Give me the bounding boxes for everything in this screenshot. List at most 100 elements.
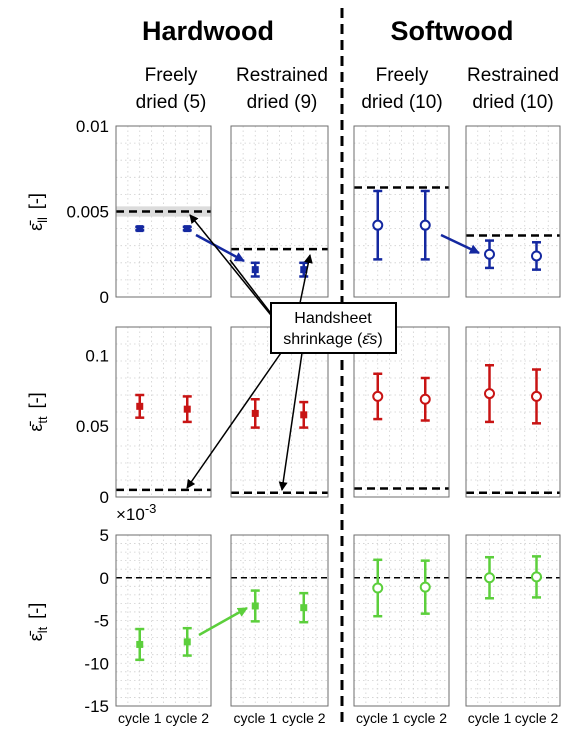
callout-line2-text: shrinkage ( (283, 331, 363, 348)
transition-arrow-green (198, 606, 248, 637)
svg-text:ε̄lt [-]: ε̄lt [-] (26, 603, 50, 642)
x-tick-label: cycle 1 (233, 710, 277, 726)
panel-frame (353, 534, 450, 707)
data-point (300, 604, 308, 612)
panel: -15 -10 -5 0 5 cycle 1 cycle 2 (84, 526, 212, 726)
panel-frame (115, 125, 212, 298)
svg-text:ε̄ll [-]: ε̄ll [-] (26, 193, 50, 231)
column-title-line2: dried (9) (247, 92, 318, 113)
y-tick-label: -15 (84, 697, 109, 716)
transition-arrow-blue (195, 233, 245, 263)
data-point (419, 393, 431, 405)
panel (230, 125, 329, 298)
y-tick-label: 0.1 (85, 346, 109, 365)
data-point (183, 405, 191, 413)
callout-line2-end: ) (377, 331, 382, 348)
transition-arrows (195, 233, 480, 637)
ylabel-unit: [-] (26, 392, 46, 408)
data-point (531, 571, 542, 583)
panel-frame (230, 125, 329, 298)
column-title-line1: Restrained (236, 65, 328, 86)
data-point (484, 572, 495, 584)
panel-frame (353, 125, 450, 298)
svg-text:ε̄tt [-]: ε̄tt [-] (26, 392, 50, 431)
panel (353, 125, 450, 298)
data-point (484, 248, 495, 260)
data-point (183, 225, 191, 233)
callout-arrow (229, 259, 277, 321)
x-tick-label: cycle 2 (515, 710, 559, 726)
group-title-softwood: Softwood (391, 16, 514, 46)
ylabel-row-1: ε̄ll [-] (26, 193, 50, 231)
callout-arrow (186, 349, 284, 489)
data-point (484, 388, 495, 400)
data-point (419, 219, 431, 231)
data-point (136, 225, 144, 233)
data-point (300, 266, 308, 274)
panel (353, 326, 450, 498)
callout-line2: shrinkage (ε̄s) (283, 331, 383, 348)
x-tick-label: cycle 2 (403, 710, 447, 726)
panel-frame (115, 534, 212, 707)
panel-frame (465, 125, 561, 298)
column-title-line2: dried (10) (472, 92, 553, 113)
ylabel-main: ε̄ (26, 630, 46, 641)
x-tick-label: cycle 1 (356, 710, 400, 726)
data-point (251, 409, 259, 417)
callout-symbol: ε̄s (362, 331, 377, 348)
data-point (251, 266, 259, 274)
panel-frame (353, 326, 450, 498)
panel: 0 0.005 0.01 (66, 117, 212, 307)
panel-frame (115, 326, 212, 498)
ylabel-main: ε̄ (26, 220, 46, 231)
data-point (300, 411, 308, 419)
column-title-line1: Restrained (467, 65, 559, 86)
data-point (136, 640, 144, 648)
y-tick-label: 5 (100, 526, 109, 545)
data-point (531, 250, 542, 262)
callout-line1: Handsheet (294, 310, 372, 327)
data-point (372, 219, 384, 231)
panel-frame (465, 534, 561, 707)
shrinkage-band (116, 206, 211, 217)
scale-factor-base: ×10 (116, 505, 145, 524)
scale-factor-label: ×10-3 (116, 501, 156, 524)
column-title-line2: dried (10) (361, 92, 442, 113)
data-point (136, 402, 144, 410)
data-point (251, 602, 259, 610)
ylabel-main: ε̄ (26, 421, 46, 432)
x-tick-label: cycle 1 (118, 710, 162, 726)
handsheet-shrinkage-callout: Handsheet shrinkage (ε̄s) (270, 302, 397, 354)
panel-frame (465, 326, 561, 498)
transition-arrow-blue (440, 233, 480, 255)
y-tick-label: -10 (84, 654, 109, 673)
x-tick-label: cycle 2 (282, 710, 326, 726)
x-tick-label: cycle 2 (165, 710, 209, 726)
panel-frame (230, 534, 329, 707)
data-point (419, 581, 431, 593)
y-tick-label: 0.05 (76, 417, 109, 436)
data-point (372, 390, 384, 402)
ylabel-row-3: ε̄lt [-] (26, 603, 50, 642)
callout-arrow (189, 214, 284, 331)
ylabel-row-2: ε̄tt [-] (26, 392, 50, 431)
ylabel-sub: tt (35, 416, 50, 424)
y-tick-label: 0 (100, 569, 109, 588)
column-title-line1: Freely (376, 65, 429, 86)
panel: cycle 1 cycle 2 (230, 534, 329, 726)
y-tick-label: -5 (94, 612, 109, 631)
data-point (183, 638, 191, 646)
y-tick-label: 0.005 (66, 203, 109, 222)
panel: cycle 1 cycle 2 (465, 534, 561, 726)
callout-box (270, 302, 397, 354)
callout-arrows (186, 214, 313, 491)
callout-arrow (278, 352, 303, 491)
column-title-line2: dried (5) (136, 92, 207, 113)
panel: cycle 1 cycle 2 (353, 534, 450, 726)
y-tick-label: 0 (100, 488, 109, 507)
panel: 0 0.05 0.1 (76, 326, 212, 507)
group-title-hardwood: Hardwood (142, 16, 274, 46)
ylabel-sub: lt (35, 626, 50, 633)
